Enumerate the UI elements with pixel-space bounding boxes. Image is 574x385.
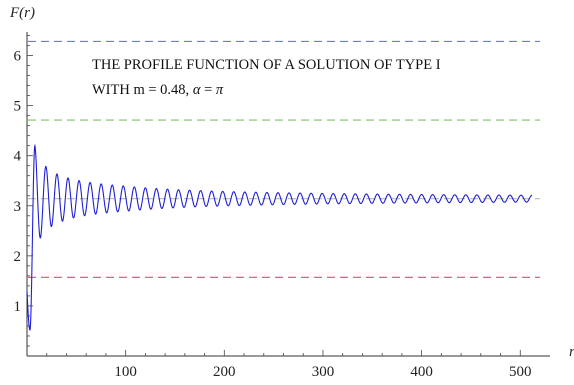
annotation-prefix: WITH m = 0.48,	[92, 82, 193, 98]
x-tick-label-500: 500	[509, 364, 532, 380]
y-tick-label-1: 1	[14, 299, 22, 315]
y-tick-label-6: 6	[14, 49, 22, 65]
x-tick-label-100: 100	[114, 364, 137, 380]
ticks: 100 200 300 400 500 1 2 3 4 5 6	[14, 35, 532, 380]
y-tick-label-5: 5	[14, 99, 22, 115]
annotation-line-1: THE PROFILE FUNCTION OF A SOLUTION OF TY…	[92, 57, 441, 73]
y-tick-label-4: 4	[14, 149, 22, 165]
annotation-pi: π	[216, 82, 224, 98]
x-tick-label-300: 300	[312, 364, 335, 380]
series-line-1	[26, 144, 533, 331]
y-axis-label: F(r)	[9, 5, 35, 21]
annotation-alpha: α	[193, 82, 201, 98]
series-group	[26, 144, 533, 331]
annotation-equals: =	[200, 82, 215, 98]
annotation-line-2: WITH m = 0.48, α = π	[92, 82, 224, 98]
y-tick-label-2: 2	[14, 249, 22, 265]
x-tick-label-200: 200	[213, 364, 236, 380]
reference-lines	[28, 40, 540, 278]
x-axis-label: r	[569, 344, 574, 360]
x-tick-label-400: 400	[410, 364, 433, 380]
y-tick-label-3: 3	[14, 199, 22, 215]
